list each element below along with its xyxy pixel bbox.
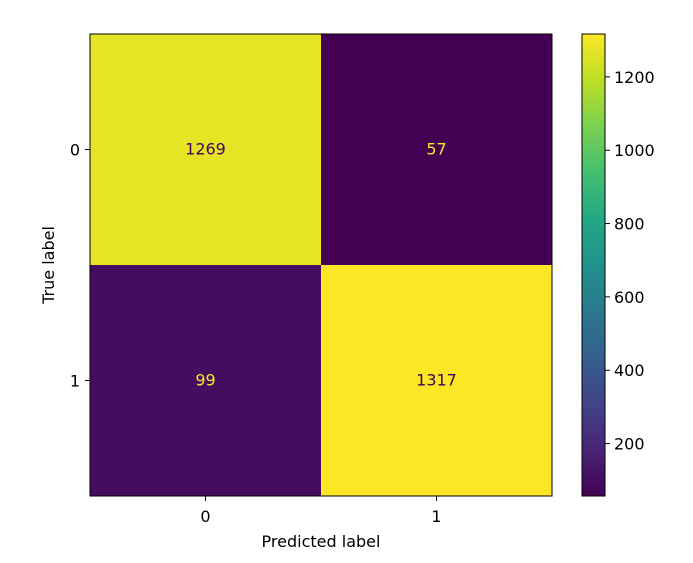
cell-value-label: 99 <box>195 371 215 390</box>
colorbar-ticks: 200 400 600 800 1000 1200 <box>605 68 655 454</box>
y-tick-label: 1 <box>70 372 80 391</box>
colorbar-tick-label: 200 <box>614 435 645 454</box>
heatmap-cell <box>321 265 552 496</box>
y-axis-label: True label <box>39 226 58 305</box>
colorbar-tick-label: 400 <box>614 361 645 380</box>
heatmap-cells: 1269 57 99 1317 <box>90 34 552 496</box>
colorbar <box>581 33 606 497</box>
cell-value-label: 1317 <box>416 371 457 390</box>
colorbar-tick-label: 1000 <box>614 141 655 160</box>
y-axis-ticks: 01 <box>70 141 90 391</box>
colorbar-tick-label: 800 <box>614 215 645 234</box>
x-axis-label: Predicted label <box>262 532 381 551</box>
x-tick-label: 1 <box>431 507 441 526</box>
cell-value-label: 57 <box>426 140 446 159</box>
cell-value-label: 1269 <box>185 140 226 159</box>
colorbar-tick-label: 600 <box>614 288 645 307</box>
plot-frame <box>89 33 553 497</box>
heatmap-cell <box>90 34 321 265</box>
y-tick-label: 0 <box>70 141 80 160</box>
colorbar-tick-label: 1200 <box>614 68 655 87</box>
heatmap-cell <box>90 265 321 496</box>
x-tick-label: 0 <box>200 507 210 526</box>
heatmap-cell <box>321 34 552 265</box>
